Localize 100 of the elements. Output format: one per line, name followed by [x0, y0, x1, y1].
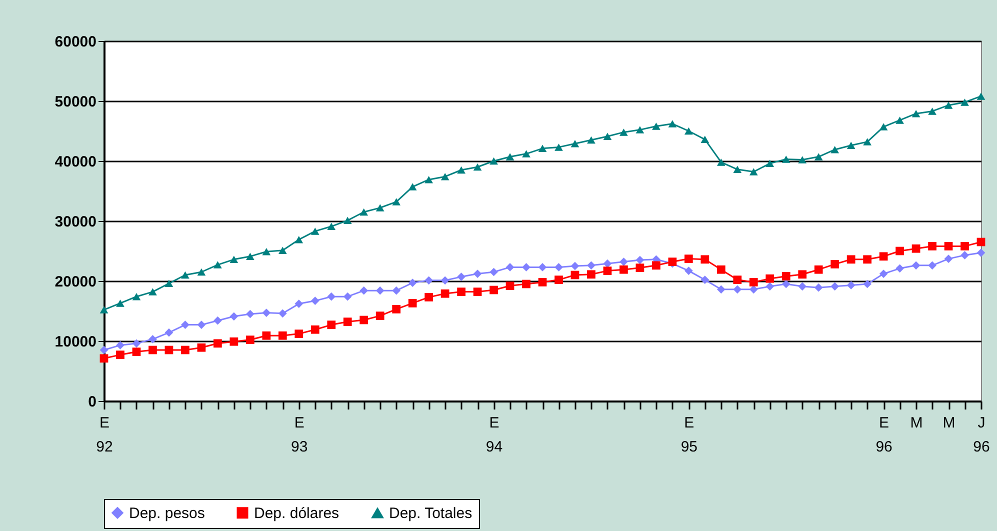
point [976, 238, 986, 246]
point [749, 278, 758, 286]
point [733, 285, 742, 294]
point [214, 339, 222, 348]
point [538, 263, 547, 272]
point [570, 270, 580, 280]
point [148, 288, 157, 296]
point [587, 136, 596, 144]
point [360, 208, 368, 216]
point [164, 328, 174, 337]
point [814, 265, 823, 274]
point [164, 346, 174, 354]
point [440, 289, 450, 298]
point [620, 258, 628, 266]
point [733, 166, 742, 174]
point [522, 150, 530, 158]
point [716, 265, 726, 274]
point [587, 270, 596, 279]
y-tick-label: 40000 [54, 154, 96, 170]
point [700, 276, 710, 284]
point [214, 261, 222, 268]
point [181, 271, 190, 279]
point [230, 256, 238, 264]
x-tick-label: E 92 [96, 414, 113, 456]
point [116, 300, 124, 307]
point [652, 122, 660, 130]
point [684, 266, 693, 275]
point [490, 286, 498, 294]
point [652, 261, 660, 270]
legend-label: Dep. Totales [389, 505, 472, 522]
point [116, 341, 124, 350]
point [912, 261, 920, 270]
point [440, 172, 450, 180]
point [360, 316, 368, 324]
point [408, 299, 417, 308]
point [570, 262, 580, 270]
point [554, 144, 563, 151]
point [960, 251, 969, 260]
point [490, 157, 498, 165]
point [798, 270, 807, 279]
point [457, 288, 466, 296]
point [376, 312, 384, 320]
point [782, 272, 790, 280]
point [538, 278, 547, 286]
point [230, 337, 238, 346]
point [424, 176, 433, 184]
point [262, 248, 271, 256]
point [766, 160, 774, 168]
point [506, 282, 514, 290]
point [620, 128, 628, 136]
point [976, 248, 986, 257]
point [473, 288, 482, 296]
point [278, 246, 287, 254]
point [716, 158, 726, 166]
y-tick-label: 50000 [54, 94, 96, 110]
point [798, 282, 807, 291]
point [408, 278, 417, 287]
point [603, 266, 612, 275]
point [749, 168, 758, 176]
point [636, 264, 644, 272]
point [164, 280, 174, 288]
point [327, 222, 336, 230]
point [392, 198, 401, 206]
point [814, 283, 823, 292]
point [570, 140, 580, 148]
point [846, 281, 856, 290]
point [944, 102, 953, 109]
point [733, 276, 742, 284]
x-tick-label: E 93 [291, 414, 308, 456]
point [912, 244, 920, 253]
point [944, 242, 953, 250]
point [392, 286, 401, 295]
point [684, 127, 693, 135]
point [976, 92, 986, 100]
point [181, 346, 190, 354]
point [327, 292, 336, 301]
point [716, 285, 726, 294]
point [879, 123, 888, 130]
point [896, 116, 904, 124]
point [376, 204, 384, 212]
point [506, 263, 514, 272]
point [928, 108, 936, 115]
point [928, 261, 936, 270]
point [100, 346, 108, 354]
point [766, 274, 774, 283]
point [278, 331, 287, 340]
point [490, 268, 498, 276]
point [310, 296, 320, 305]
point [294, 300, 304, 308]
y-tick-label: 60000 [54, 34, 96, 50]
point [960, 242, 969, 250]
y-tick-label: 20000 [54, 274, 96, 290]
point [343, 216, 352, 224]
point [863, 255, 872, 264]
point [538, 144, 547, 152]
point [620, 265, 628, 274]
point [424, 276, 433, 285]
point [294, 330, 304, 338]
point [814, 153, 823, 160]
point [376, 286, 384, 295]
